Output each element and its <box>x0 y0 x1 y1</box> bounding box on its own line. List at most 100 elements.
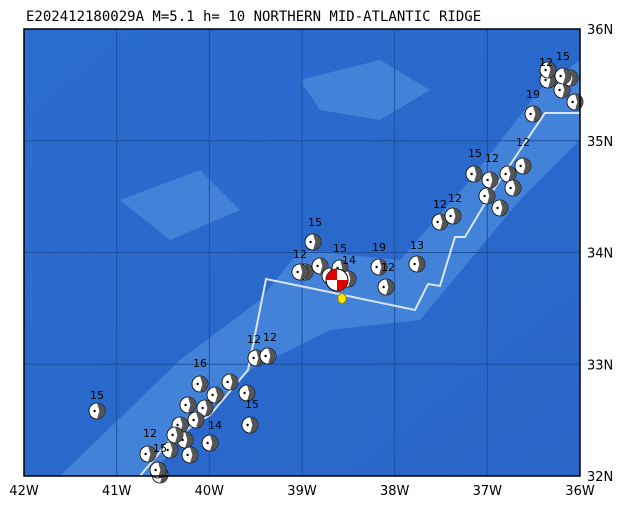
focal-mechanism <box>139 445 157 463</box>
ball-quadrant <box>570 70 578 86</box>
depth-label: 12 <box>247 333 261 346</box>
ball-quadrant <box>190 447 198 463</box>
focal-mechanism <box>201 434 219 452</box>
ball-quadrant <box>508 166 516 182</box>
depth-label: 12 <box>433 198 447 211</box>
events <box>88 61 584 484</box>
ball-dot <box>449 214 452 218</box>
ball-dot <box>192 418 195 422</box>
ball-dot <box>486 178 489 182</box>
ball-dot <box>243 391 246 395</box>
ball-quadrant <box>326 269 348 291</box>
ball-dot <box>166 448 169 452</box>
focal-mechanism <box>566 93 584 111</box>
ball-quadrant <box>313 234 321 250</box>
focal-mechanism <box>554 67 572 85</box>
depth-label: 19 <box>372 241 386 254</box>
ball-dot <box>529 112 532 116</box>
focal-mechanism <box>524 105 542 123</box>
lon-label: 39W <box>287 484 317 499</box>
ball-quadrant <box>379 259 387 275</box>
main-event <box>325 268 349 292</box>
ball-dot <box>176 423 179 427</box>
depth-label: 15 <box>333 242 347 255</box>
focal-mechanism <box>206 386 224 404</box>
ball-dot <box>211 393 214 397</box>
lon-label: 37W <box>473 484 503 499</box>
ball-quadrant <box>180 417 188 433</box>
ball-quadrant <box>158 462 166 478</box>
ball-quadrant <box>348 271 356 287</box>
focal-mechanism <box>259 347 277 365</box>
depth-label: 14 <box>342 254 356 267</box>
ball-quadrant <box>575 94 583 110</box>
ball-dot <box>226 380 229 384</box>
ball-dot <box>252 356 255 360</box>
lat-label: 33N <box>587 358 613 373</box>
frame <box>23 28 581 477</box>
ball-quadrant <box>490 172 498 188</box>
focal-mechanism <box>444 207 462 225</box>
ball-dot <box>413 262 416 266</box>
ball-dot <box>483 194 486 198</box>
ball-dot <box>559 74 562 78</box>
focal-mechanism <box>499 165 517 183</box>
ball-dot <box>201 406 204 410</box>
ball-dot <box>519 164 522 168</box>
focal-mechanism <box>149 461 167 479</box>
lat-label: 36N <box>587 23 613 38</box>
depth-label: 12 <box>263 331 277 344</box>
depth-label: 12 <box>485 152 499 165</box>
focal-mechanism <box>166 426 184 444</box>
focal-mechanism <box>370 258 388 276</box>
ball-quadrant <box>533 106 541 122</box>
focal-mechanism <box>291 263 309 281</box>
ball-quadrant <box>523 158 531 174</box>
ball-dot <box>504 172 507 176</box>
ball-dot <box>93 409 96 413</box>
depth-label: 12 <box>448 192 462 205</box>
depth-label: 12 <box>293 248 307 261</box>
focal-mechanism <box>491 199 509 217</box>
depth-label: 12 <box>381 261 395 274</box>
ball-dot <box>571 100 574 104</box>
ball-quadrant <box>97 403 105 419</box>
ball-dot <box>509 186 512 190</box>
ball-dot <box>296 270 299 274</box>
ball-quadrant <box>196 412 204 428</box>
focal-mechanism <box>481 171 499 189</box>
ball-quadrant <box>205 400 213 416</box>
ball-quadrant <box>500 200 508 216</box>
depth-label: 12 <box>539 56 553 69</box>
ball-dot <box>264 354 267 358</box>
ball-dot <box>436 220 439 224</box>
depth-label: 16 <box>193 357 207 370</box>
ball-dot <box>171 433 174 437</box>
ball-dot <box>544 68 547 72</box>
focal-mechanism <box>514 157 532 175</box>
ball-quadrant <box>148 446 156 462</box>
depth-label: 15 <box>308 216 322 229</box>
focal-mechanism <box>221 373 239 391</box>
ball-dot <box>144 452 147 456</box>
ball-dot <box>246 423 249 427</box>
ball-quadrant <box>548 62 556 78</box>
depth-label: 15 <box>153 442 167 455</box>
title: E202412180029A M=5.1 h= 10 NORTHERN MID-… <box>26 9 481 25</box>
ball-dot <box>544 78 547 82</box>
plate-boundary <box>139 112 580 477</box>
focal-mechanism <box>377 278 395 296</box>
ball-dot <box>184 403 187 407</box>
ball-quadrant <box>300 264 308 280</box>
lat-label: 32N <box>587 470 613 485</box>
focal-mechanism <box>161 441 179 459</box>
ball-dot <box>382 285 385 289</box>
ball-dot <box>375 265 378 269</box>
ball-dot <box>316 264 319 268</box>
ball-quadrant <box>170 442 178 458</box>
focal-mechanism <box>304 233 322 251</box>
ball-dot <box>196 382 199 386</box>
ball-dot <box>558 88 561 92</box>
focal-mechanism <box>238 384 256 402</box>
ball-quadrant <box>230 374 238 390</box>
